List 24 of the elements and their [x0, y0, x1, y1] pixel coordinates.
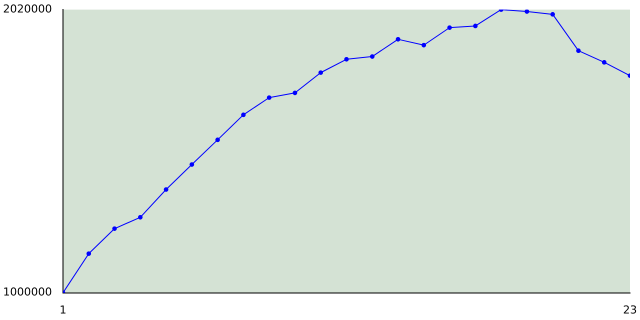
- x-tick-label: 23: [623, 303, 637, 316]
- point: [266, 95, 272, 100]
- point: [190, 162, 194, 167]
- point: [164, 187, 168, 192]
- point: [550, 12, 555, 17]
- point: [112, 226, 117, 231]
- point: [576, 48, 581, 53]
- point: [215, 138, 220, 142]
- point: [241, 112, 246, 118]
- point: [396, 37, 400, 42]
- point: [524, 10, 530, 14]
- point: [86, 251, 92, 256]
- point: [602, 60, 607, 65]
- point: [292, 90, 298, 96]
- point: [318, 70, 324, 75]
- point: [447, 25, 452, 30]
- point: [370, 54, 375, 59]
- point: [344, 57, 349, 62]
- point: [422, 42, 426, 48]
- point: [473, 24, 478, 28]
- y-tick-label: 1000000: [2, 286, 52, 299]
- point: [138, 214, 143, 220]
- x-tick-label: 1: [59, 303, 66, 316]
- y-tick-label: 2020000: [2, 2, 52, 16]
